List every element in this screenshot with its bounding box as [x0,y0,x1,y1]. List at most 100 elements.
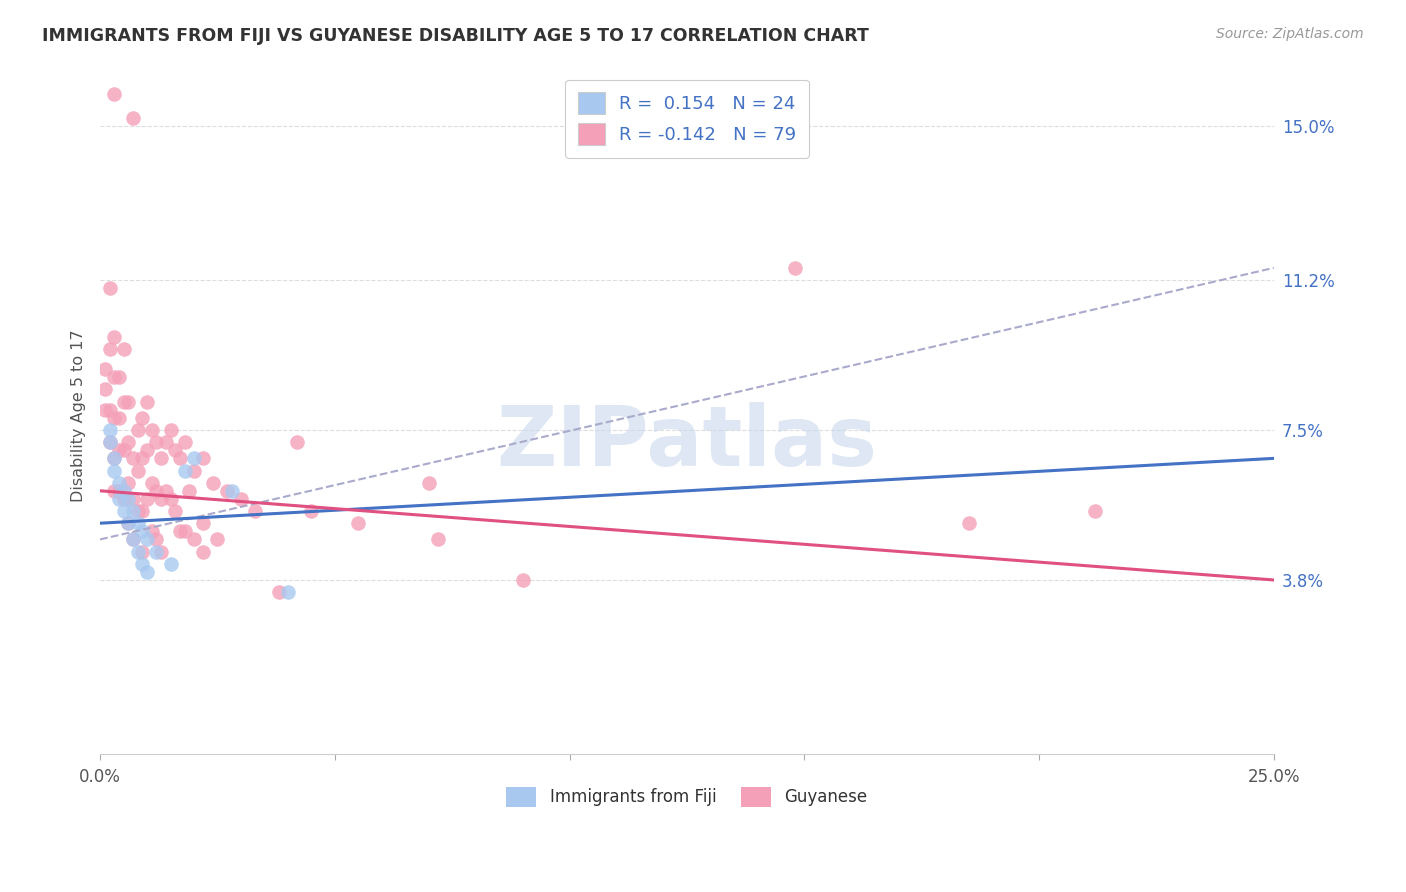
Point [159,491,181,506]
Point [127,504,149,518]
Point [131,557,153,571]
Point [122,533,145,547]
Point [285,435,308,450]
Point [98,281,121,295]
Point [229,491,252,506]
Point [112,342,135,356]
Point [221,483,243,498]
Point [159,557,181,571]
Point [783,260,806,275]
Point [122,504,145,518]
Point [108,443,131,458]
Point [145,544,167,558]
Point [131,524,153,539]
Point [98,435,121,450]
Point [512,573,534,587]
Point [131,544,153,558]
Point [145,533,167,547]
Point [127,423,149,437]
Point [136,491,159,506]
Point [1084,504,1107,518]
Point [141,423,163,437]
Point [183,451,205,466]
Point [427,533,450,547]
Point [112,483,135,498]
Point [94,362,117,376]
Point [108,370,131,384]
Point [103,451,125,466]
Point [150,451,173,466]
Point [150,491,173,506]
Point [418,475,440,490]
Point [136,394,159,409]
Point [127,516,149,531]
Point [98,342,121,356]
Point [173,435,195,450]
Point [201,475,224,490]
Point [108,491,131,506]
Point [179,483,201,498]
Point [103,330,125,344]
Point [94,402,117,417]
Point [145,483,167,498]
Point [103,464,125,478]
Point [112,443,135,458]
Point [145,435,167,450]
Point [165,504,187,518]
Point [141,475,163,490]
Point [193,451,215,466]
Point [141,524,163,539]
Point [98,402,121,417]
Point [117,491,139,506]
Point [136,443,159,458]
Point [136,565,159,579]
Point [112,491,135,506]
Point [103,87,125,101]
Point [103,451,125,466]
Point [155,483,177,498]
Point [98,435,121,450]
Legend: Immigrants from Fiji, Guyanese: Immigrants from Fiji, Guyanese [499,780,875,814]
Text: ZIPatlas: ZIPatlas [496,402,877,483]
Point [215,483,238,498]
Point [122,451,145,466]
Point [150,544,173,558]
Text: Source: ZipAtlas.com: Source: ZipAtlas.com [1216,27,1364,41]
Point [183,533,205,547]
Point [103,483,125,498]
Point [173,524,195,539]
Point [127,464,149,478]
Point [193,516,215,531]
Point [267,585,290,599]
Point [173,464,195,478]
Point [103,410,125,425]
Point [98,423,121,437]
Point [108,483,131,498]
Point [117,435,139,450]
Point [112,504,135,518]
Point [347,516,370,531]
Point [159,423,181,437]
Point [122,533,145,547]
Point [127,544,149,558]
Point [108,475,131,490]
Point [117,516,139,531]
Point [117,475,139,490]
Point [957,516,980,531]
Point [103,370,125,384]
Point [112,394,135,409]
Point [193,544,215,558]
Point [169,451,191,466]
Point [136,533,159,547]
Point [165,443,187,458]
Point [117,516,139,531]
Point [122,111,145,125]
Point [299,504,322,518]
Point [122,491,145,506]
Point [169,524,191,539]
Point [108,410,131,425]
Y-axis label: Disability Age 5 to 17: Disability Age 5 to 17 [72,329,86,502]
Point [277,585,299,599]
Point [131,451,153,466]
Text: IMMIGRANTS FROM FIJI VS GUYANESE DISABILITY AGE 5 TO 17 CORRELATION CHART: IMMIGRANTS FROM FIJI VS GUYANESE DISABIL… [42,27,869,45]
